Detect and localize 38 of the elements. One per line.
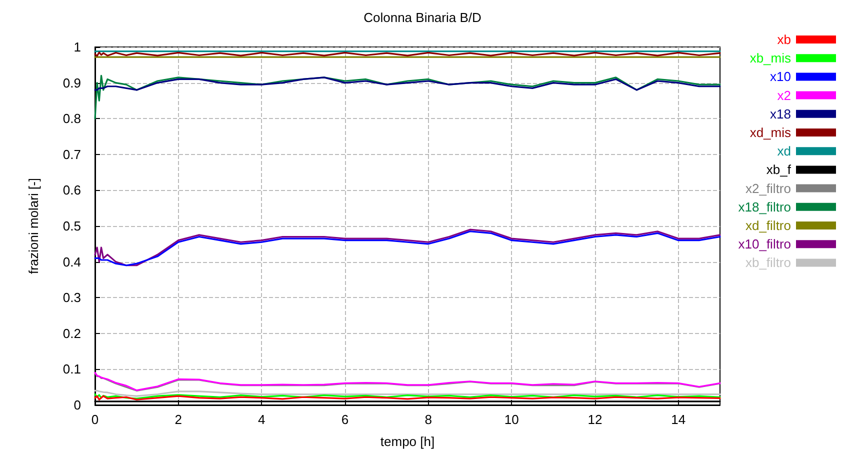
line-series [94,76,721,91]
y-tick-label: 0.1 [62,362,81,377]
legend-label: x18 [770,106,791,122]
y-tick-label: 0 [74,398,81,412]
chart-title: Colonna Binaria B/D [364,10,482,25]
y-tick-label: 0.7 [62,146,81,162]
y-tick-label: 0.9 [62,75,81,90]
legend-label: xb [777,32,791,47]
x-tick-label: 4 [258,412,266,427]
x-tick-label: 10 [504,412,519,427]
y-tick-label: 0.6 [62,182,81,198]
y-tick-label: 0.2 [62,326,81,341]
x-tick-label: 14 [671,412,686,427]
legend-label: xd_mis [750,125,792,140]
y-tick-label: 0.8 [62,111,81,126]
legend-label: x10_filtro [738,236,791,252]
line-series [94,372,721,392]
y-tick-label: 1 [74,40,81,54]
legend-label: xd [777,144,791,159]
legend-label: xb_f [766,162,792,178]
legend-label: x18_filtro [738,199,791,214]
x-tick-label: 0 [91,412,99,427]
x-tick-label: 8 [424,412,432,427]
y-tick-label: 0.5 [62,218,81,234]
y-tick-label: 0.4 [62,254,81,270]
legend-label: x2_filtro [745,180,791,196]
x-tick-label: 2 [174,412,182,427]
legend-label: xb_mis [750,50,792,66]
legend-label: xd_filtro [745,218,791,233]
y-axis-title: frazioni molari [-] [26,178,41,274]
legend-label: x10 [770,69,791,84]
line-series [94,74,721,120]
legend-label: x2 [777,88,791,103]
y-tick-label: 0.3 [62,290,81,306]
x-axis-title: tempo [h] [380,434,435,449]
x-tick-label: 6 [341,412,349,427]
legend-label: xb_filtro [745,255,791,270]
x-tick-label: 12 [588,412,602,427]
